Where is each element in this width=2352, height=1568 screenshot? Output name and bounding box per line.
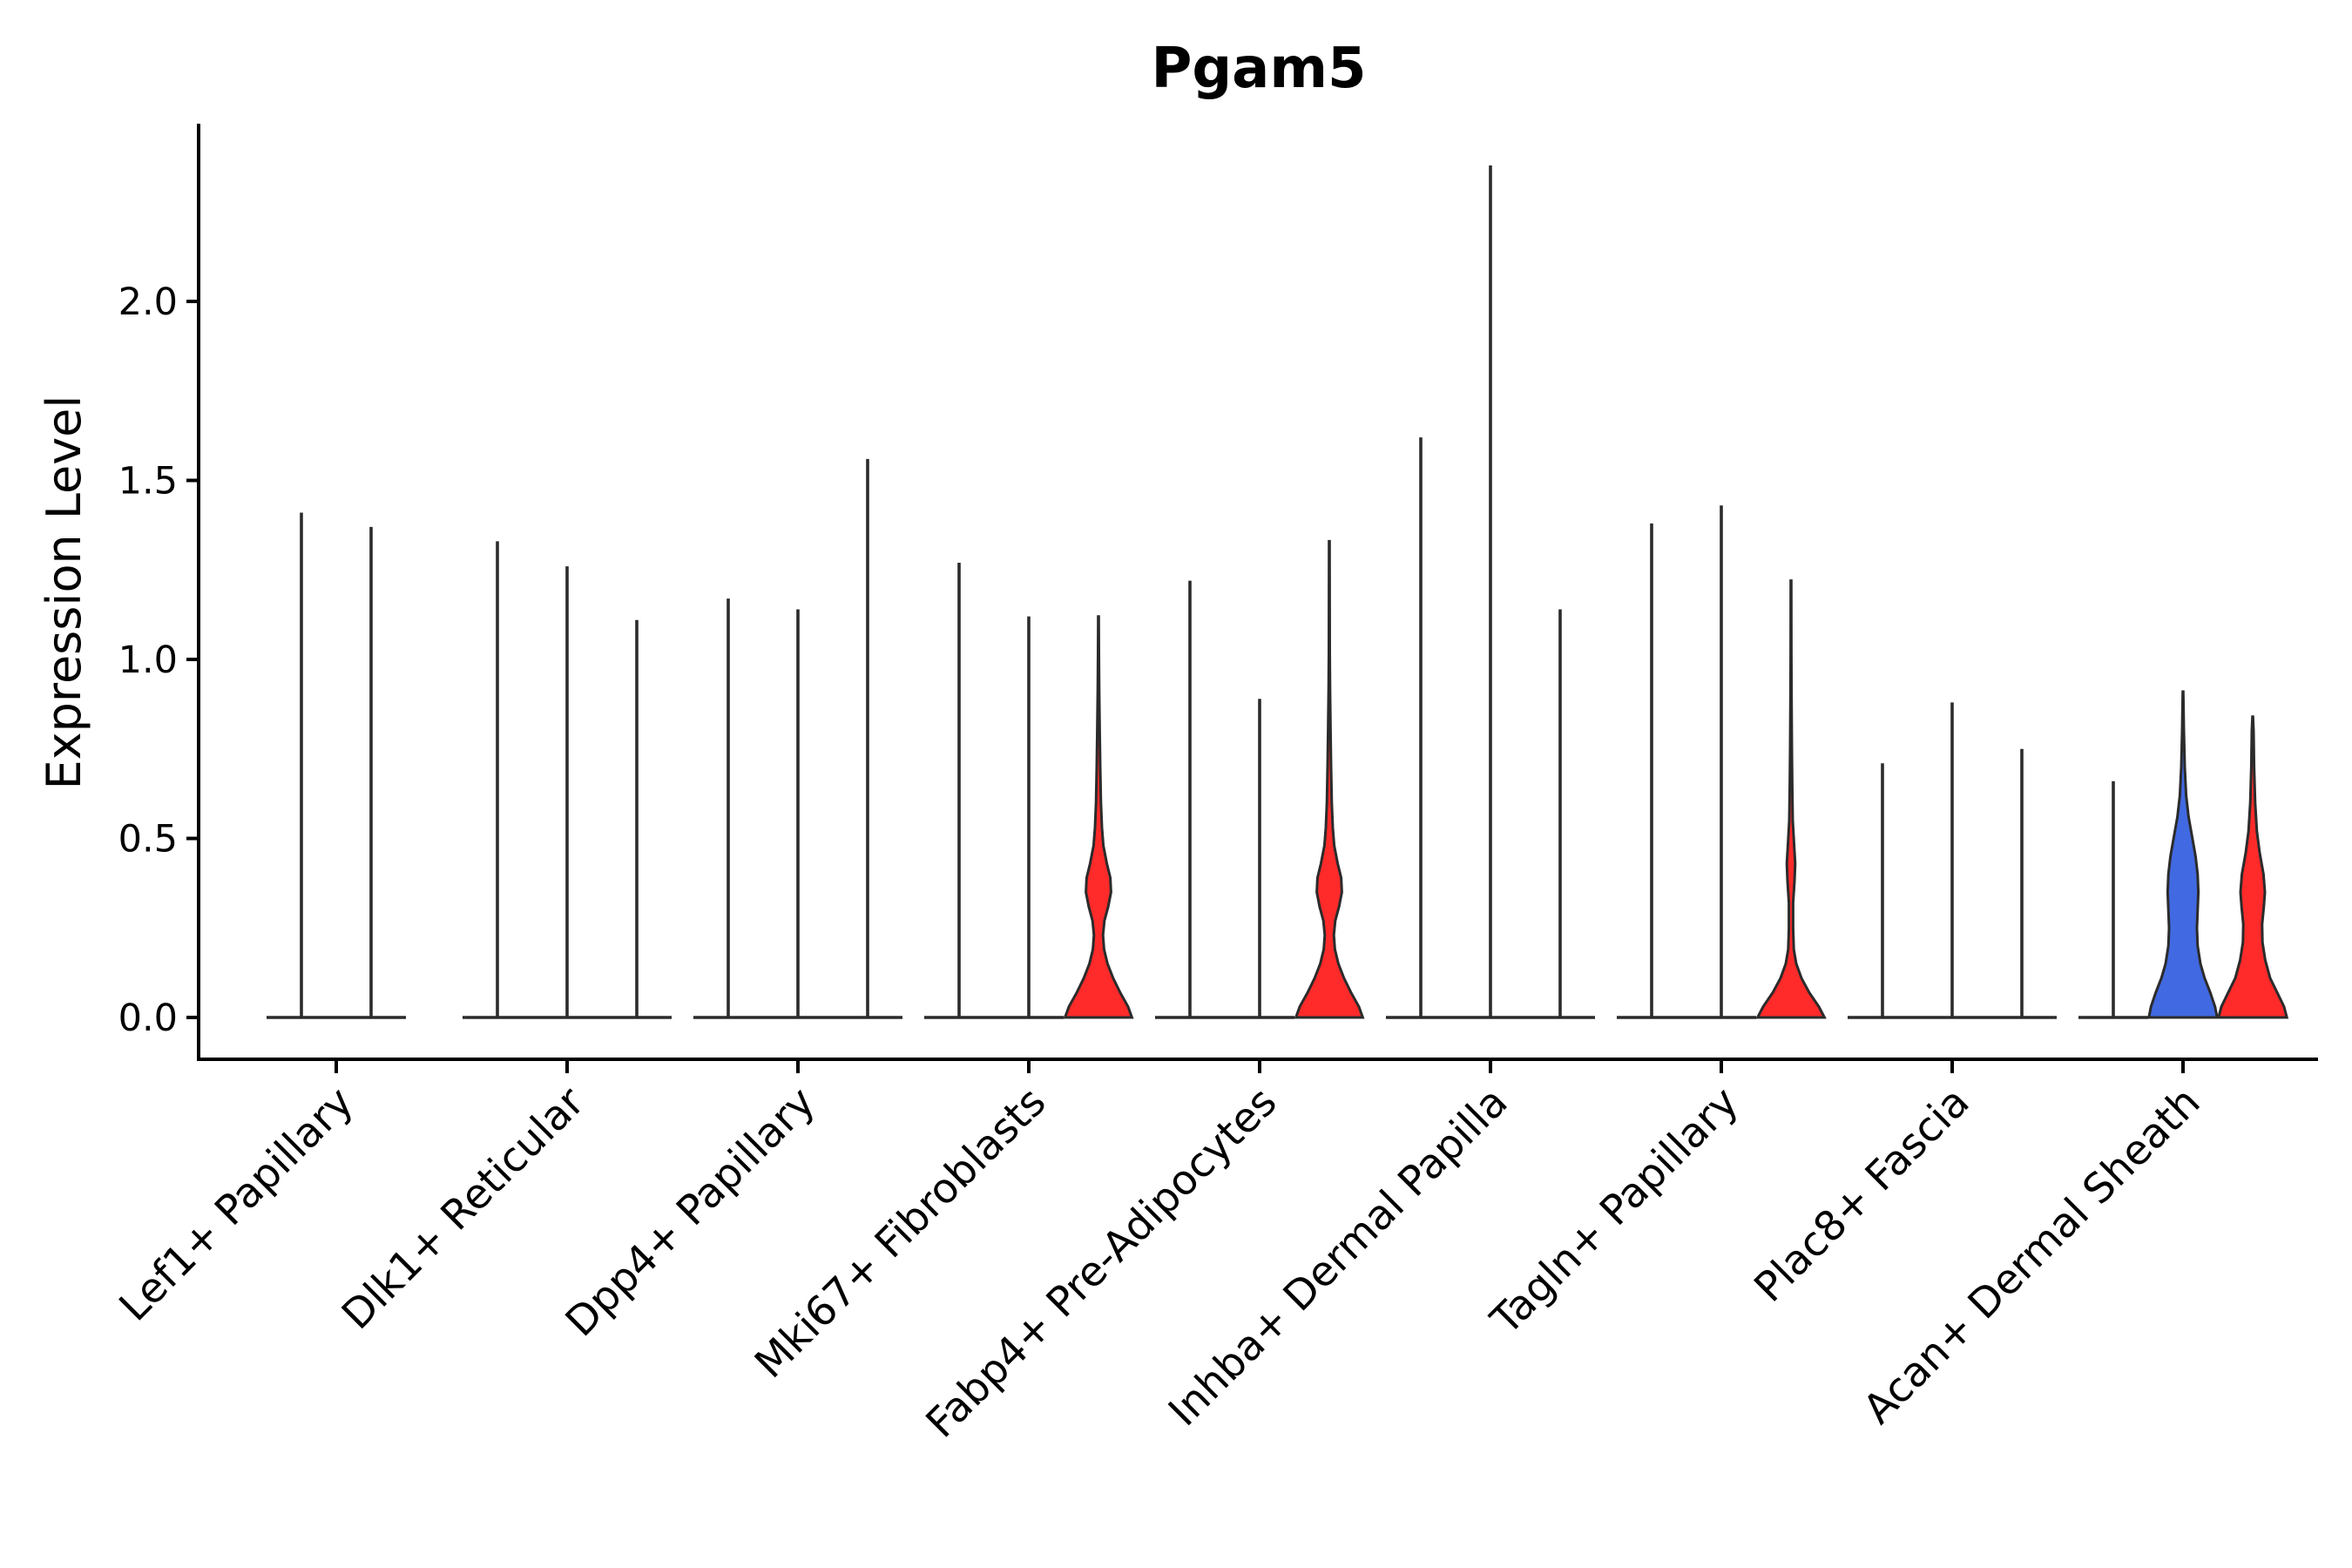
violin-body	[2216, 715, 2289, 1019]
x-tick-label: Dlk1+ Reticular	[333, 1078, 594, 1339]
violin	[267, 512, 336, 1019]
violin	[463, 541, 532, 1019]
violin	[924, 563, 994, 1019]
violin	[1225, 699, 1294, 1019]
violin	[693, 598, 763, 1019]
violin	[1063, 615, 1134, 1019]
violin	[532, 566, 602, 1019]
x-tick-label: Plac8+ Fascia	[1746, 1078, 1979, 1312]
violin	[2078, 781, 2148, 1019]
violin	[1917, 702, 1987, 1019]
x-tick-label: Lef1+ Papillary	[111, 1078, 363, 1331]
y-tick-label: 2.0	[118, 280, 178, 324]
y-tick-label: 0.5	[118, 818, 178, 862]
violin	[1755, 579, 1827, 1019]
chart-title: Pgam5	[1151, 37, 1366, 101]
violin	[1686, 505, 1756, 1019]
violin	[763, 609, 833, 1019]
violins-layer	[267, 165, 2289, 1019]
violin	[994, 616, 1064, 1019]
violin	[1294, 539, 1365, 1019]
y-axis-label: Expression Level	[37, 395, 91, 790]
x-tick-label: Dpp4+ Papillary	[557, 1078, 825, 1347]
violin-body	[1063, 615, 1134, 1019]
y-tick-label: 1.0	[118, 639, 178, 682]
violin	[1848, 763, 1917, 1019]
y-ticks: 0.0 0.5 1.0 1.5 2.0	[118, 280, 199, 1040]
violin	[2146, 690, 2220, 1019]
x-tick-label: Tagln+ Papillary	[1482, 1078, 1748, 1345]
violin-body	[1755, 579, 1827, 1019]
violin	[2216, 715, 2289, 1019]
violin	[1386, 437, 1456, 1019]
violin-body	[2146, 690, 2220, 1019]
violin	[833, 458, 902, 1019]
violin	[1525, 609, 1595, 1019]
violin	[336, 526, 406, 1019]
violin	[1987, 748, 2057, 1019]
violin	[1155, 580, 1225, 1019]
violin	[1617, 523, 1686, 1019]
violin	[602, 619, 672, 1019]
y-tick-label: 1.5	[118, 460, 178, 504]
violin-body	[1294, 539, 1365, 1019]
y-tick-label: 0.0	[118, 997, 178, 1040]
violin	[1456, 165, 1525, 1019]
